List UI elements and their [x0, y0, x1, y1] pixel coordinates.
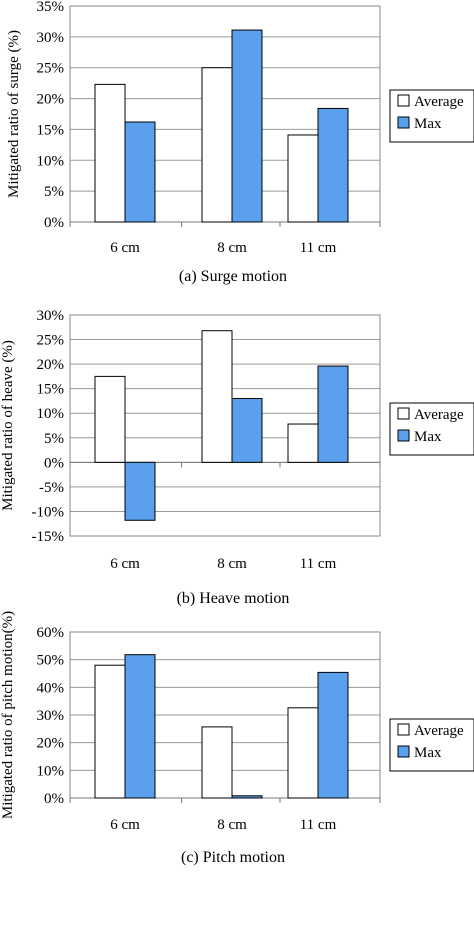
x-category-label: 8 cm: [217, 817, 247, 833]
y-tick-label: 25%: [37, 61, 65, 77]
y-tick-label: 5%: [44, 184, 64, 200]
bar-average-11cm: [287, 134, 319, 223]
legend: Average Max: [389, 89, 474, 143]
y-tick-label: 20%: [37, 736, 65, 752]
bar-average-6cm: [94, 83, 126, 223]
legend-label-average: Average: [414, 94, 464, 110]
chart-caption: (b) Heave motion: [177, 590, 290, 607]
legend-swatch-average: [397, 723, 410, 736]
plot-frame: [69, 314, 381, 537]
bar-average-6cm: [94, 375, 126, 463]
y-tick-label: 25%: [37, 333, 65, 349]
y-tick-label: 60%: [37, 625, 65, 641]
legend-swatch-max: [397, 745, 410, 758]
bar-max-6cm: [124, 121, 156, 223]
y-axis-label: Mitigated ratio of surge (%): [6, 30, 22, 198]
bar-max-11cm: [317, 671, 349, 799]
y-tick-label: -15%: [32, 529, 65, 545]
x-category-label: 11 cm: [300, 817, 337, 833]
y-tick-label: 35%: [37, 0, 65, 15]
legend-swatch-average: [397, 94, 410, 107]
y-tick-label: 40%: [37, 680, 65, 696]
legend-swatch-max: [397, 429, 410, 442]
bar-average-8cm: [201, 726, 233, 799]
y-tick-label: 0%: [44, 455, 64, 471]
legend-label-average: Average: [414, 723, 464, 739]
chart-panel-1: 0% 5% 10% 15% 20% 25% 30% 35% 6 cm 8 cm 11 cm (a) S…: [6, 0, 474, 285]
x-category-label: 8 cm: [217, 240, 247, 256]
x-category-label: 11 cm: [300, 240, 337, 256]
legend-label-max: Max: [414, 116, 442, 132]
x-category-label: 6 cm: [110, 556, 140, 572]
bar-max-11cm: [317, 365, 349, 463]
legend-label-max: Max: [414, 429, 442, 445]
chart-caption: (c) Pitch motion: [181, 849, 285, 866]
x-category-label: 6 cm: [110, 817, 140, 833]
bar-average-8cm: [201, 67, 233, 223]
legend-swatch-max: [397, 116, 410, 129]
x-category-label: 6 cm: [110, 240, 140, 256]
y-tick-label: 15%: [37, 122, 65, 138]
bar-average-11cm: [287, 707, 319, 799]
y-tick-label: 10%: [37, 153, 65, 169]
x-category-label: 11 cm: [300, 556, 337, 572]
legend-label-max: Max: [414, 745, 442, 761]
bar-max-6cm: [124, 461, 156, 521]
y-axis-label: Mitigated ratio of heave (%): [0, 340, 16, 511]
bar-max-11cm: [317, 107, 349, 223]
chart-caption: (a) Surge motion: [179, 268, 287, 285]
y-tick-label: 30%: [37, 708, 65, 724]
bar-max-8cm: [231, 397, 263, 463]
y-tick-label: 30%: [37, 308, 65, 324]
bar-average-6cm: [94, 664, 126, 799]
bar-max-6cm: [124, 654, 156, 799]
y-tick-label: 10%: [37, 763, 65, 779]
bar-max-8cm: [231, 795, 263, 799]
bar-average-8cm: [201, 330, 233, 463]
y-tick-label: 30%: [37, 30, 65, 46]
chart-panel-3: 0% 10% 20% 30% 40% 50% 60% 6 cm 8 cm 11 cm (c) Pit…: [0, 611, 474, 866]
legend: Average Max: [389, 402, 474, 456]
y-axis-label: Mitigated ratio of pitch motion(%): [0, 611, 16, 819]
y-tick-label: 15%: [37, 382, 65, 398]
y-tick-label: -10%: [32, 504, 65, 520]
y-tick-label: 10%: [37, 406, 65, 422]
y-tick-label: -5%: [39, 480, 64, 496]
bar-average-11cm: [287, 423, 319, 463]
y-tick-label: 5%: [44, 431, 64, 447]
legend-swatch-average: [397, 407, 410, 420]
y-tick-label: 20%: [37, 357, 65, 373]
legend-label-average: Average: [414, 407, 464, 423]
legend: Average Max: [389, 718, 474, 772]
bar-max-8cm: [231, 29, 263, 223]
y-tick-label: 20%: [37, 92, 65, 108]
chart-panel-2: -15% -10% -5% 0% 5% 10% 15% 20% 25% 30% 6 cm 8 cm 11…: [0, 308, 474, 607]
y-tick-label: 0%: [44, 791, 64, 807]
y-tick-label: 50%: [37, 653, 65, 669]
y-tick-label: 0%: [44, 215, 64, 231]
x-category-label: 8 cm: [217, 556, 247, 572]
